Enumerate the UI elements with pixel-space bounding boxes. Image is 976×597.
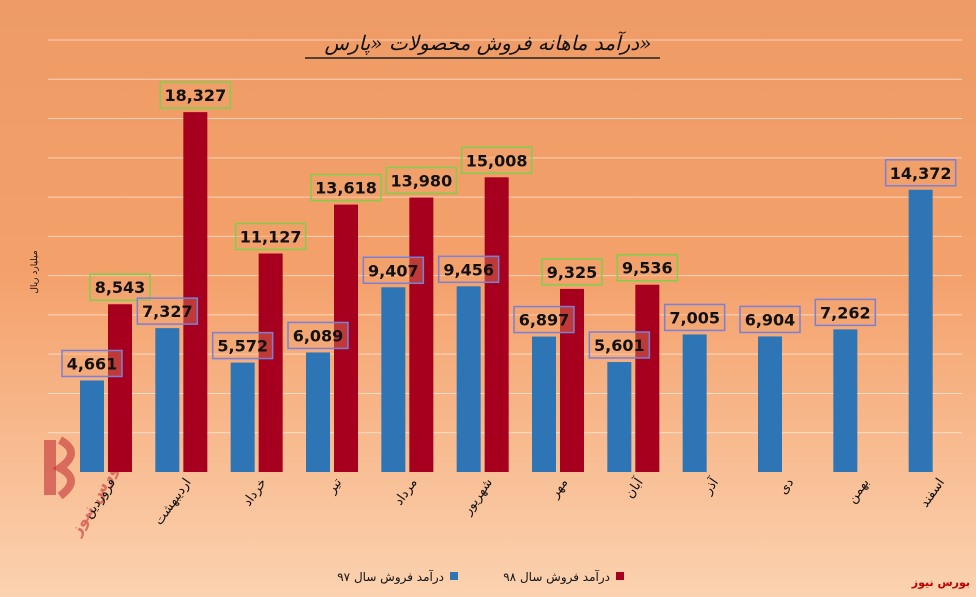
category-label-1: اردیبهشت <box>152 476 195 528</box>
bar-98-1 <box>183 112 208 473</box>
data-label-98-2: 11,127 <box>240 228 302 247</box>
data-label-box-97-3 <box>287 321 349 350</box>
category-label-5: شهریور <box>460 476 496 519</box>
data-label-box-98-3 <box>310 173 382 202</box>
y-axis-label: میلیارد ریال <box>30 250 40 294</box>
bar-97-5 <box>456 286 481 472</box>
data-label-box-97-1 <box>136 297 199 325</box>
data-label-box-98-0 <box>89 273 151 301</box>
category-label-2: خرداد <box>240 476 270 510</box>
bar-97-4 <box>381 287 406 472</box>
legend-label-98: درآمد فروش سال ۹۸ <box>503 569 610 585</box>
bars-layer <box>80 112 933 473</box>
category-label-11: اسفند <box>917 476 948 511</box>
data-label-box-97-6 <box>513 305 575 334</box>
data-label-98-6: 9,325 <box>547 263 598 282</box>
data-label-97-9: 6,904 <box>745 310 796 329</box>
bar-98-7 <box>635 284 660 472</box>
bar-98-5 <box>484 177 509 472</box>
category-label-3: تیر <box>324 475 346 497</box>
data-label-98-4: 13,980 <box>390 171 452 190</box>
data-label-box-97-9 <box>739 305 801 334</box>
watermark-logo <box>44 436 75 500</box>
data-label-box-98-2 <box>234 222 307 251</box>
data-label-98-3: 13,618 <box>315 179 377 198</box>
legend-swatch-98 <box>616 572 624 580</box>
data-label-97-10: 7,262 <box>820 303 871 322</box>
data-label-97-11: 14,372 <box>890 164 952 183</box>
data-label-box-98-1 <box>159 81 232 109</box>
legend: درآمد فروش سال ۹۸ درآمد فروش سال ۹۷ <box>337 569 624 585</box>
bar-97-6 <box>532 336 556 472</box>
category-label-6: مهر <box>547 476 571 502</box>
data-label-box-98-4 <box>385 166 458 195</box>
data-label-97-0: 4,661 <box>67 354 118 373</box>
bar-97-2 <box>230 362 255 472</box>
bar-98-6 <box>560 288 584 472</box>
category-label-9: دی <box>776 476 798 498</box>
bar-97-1 <box>155 328 180 472</box>
data-label-box-97-7 <box>588 331 651 359</box>
data-label-box-97-8 <box>663 303 726 332</box>
bar-97-0 <box>80 380 104 472</box>
data-label-98-7: 9,536 <box>622 259 673 278</box>
data-label-box-97-2 <box>211 331 274 360</box>
bar-98-0 <box>108 304 132 472</box>
data-label-97-8: 7,005 <box>669 308 720 327</box>
bar-98-3 <box>334 204 358 473</box>
data-label-97-6: 6,897 <box>519 311 570 330</box>
data-label-box-97-5 <box>437 255 500 284</box>
data-label-97-7: 5,601 <box>594 336 645 355</box>
data-label-box-97-0 <box>61 349 123 378</box>
chart-title: درآمد ماهانه فروش محصولات «پارس» <box>325 31 652 55</box>
data-label-98-0: 8,543 <box>95 278 146 297</box>
legend-swatch-97 <box>450 572 458 580</box>
category-label-4: مرداد <box>392 476 421 509</box>
bar-98-2 <box>258 253 283 472</box>
category-labels-layer: فروردین اردیبهشت خرداد تیر مرداد شهریور مهر آبا… <box>81 473 948 528</box>
bar-97-9 <box>758 336 782 472</box>
data-label-97-5: 9,456 <box>443 260 494 279</box>
bar-97-3 <box>306 352 330 472</box>
bar-97-8 <box>682 334 707 472</box>
data-label-box-98-5 <box>460 146 533 175</box>
source-label: بورس نیوز <box>911 576 970 589</box>
category-label-8: آذر <box>698 473 722 498</box>
bar-97-10 <box>833 329 858 472</box>
data-label-box-97-4 <box>362 256 425 285</box>
category-label-7: آبان <box>621 473 648 501</box>
category-label-10: بهمن <box>845 476 873 507</box>
bar-97-7 <box>607 362 632 472</box>
data-label-97-1: 7,327 <box>142 302 193 321</box>
data-labels-layer: 4,661 8,543 7,327 18,327 5,572 11,127 6,089 13,… <box>61 81 957 378</box>
data-label-97-4: 9,407 <box>368 261 419 280</box>
bar-98-4 <box>409 197 434 472</box>
data-label-98-5: 15,008 <box>466 151 528 170</box>
data-label-97-2: 5,572 <box>217 337 268 356</box>
data-label-box-97-10 <box>814 298 877 327</box>
data-label-box-98-7 <box>616 253 679 282</box>
data-label-97-3: 6,089 <box>293 326 344 345</box>
data-label-98-1: 18,327 <box>164 86 226 105</box>
bar-97-11 <box>908 189 933 472</box>
data-label-box-98-6 <box>541 258 603 286</box>
legend-label-97: درآمد فروش سال ۹۷ <box>337 569 444 585</box>
data-label-box-97-11 <box>884 159 957 187</box>
